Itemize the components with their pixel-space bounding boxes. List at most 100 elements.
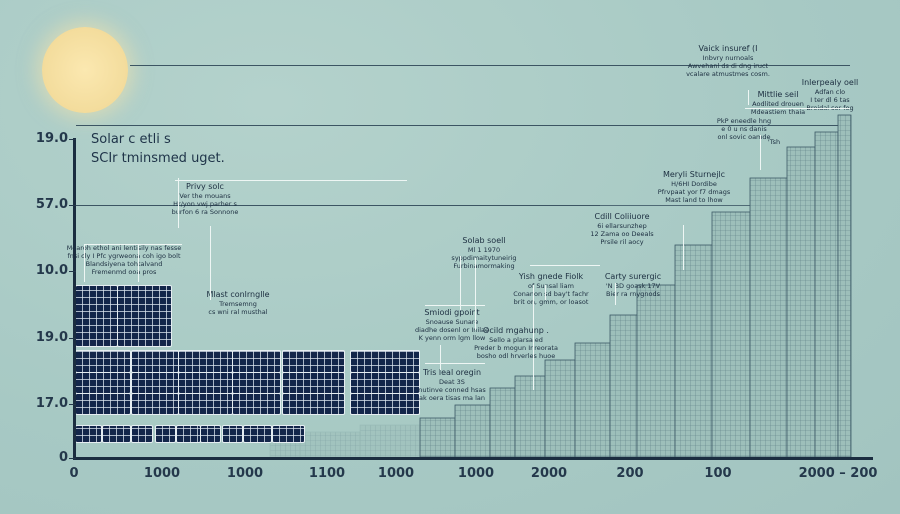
- stair-step: [489, 387, 516, 458]
- annotation-line: e 0 u ns danis: [721, 125, 767, 133]
- annotation-title: Tris leal oregin: [422, 368, 482, 377]
- solar-panel: [243, 425, 272, 443]
- x-tick-label: 2000: [530, 466, 568, 481]
- annotation-line: syppdimaitytuneirig: [451, 254, 517, 262]
- solar-panel: [232, 350, 281, 373]
- solar-panel: [155, 425, 176, 443]
- solar-panel: [282, 350, 345, 373]
- y-tick-label: 57.0: [8, 197, 76, 212]
- annotation-label: Ocild mgahunp . Sello a plarsaled Preder b…: [474, 326, 558, 360]
- stair-step: [837, 114, 852, 458]
- annotation-leader-line: [210, 226, 211, 300]
- annotation-title: Inlerpealy oell: [801, 78, 859, 87]
- annotation-title: Yish gnede Fiolk: [518, 272, 584, 281]
- annotation-label: Carty surergic 'N BD goask 17V Bier ra rny…: [605, 272, 661, 298]
- y-axis: [73, 138, 76, 460]
- x-tick-label: 100: [704, 466, 732, 481]
- annotation-line: Ml 1 1970: [467, 246, 501, 254]
- annotation-line: Mearoh ethol ani lentisily nas fesse: [66, 244, 182, 252]
- annotation-title: Ocild mgahunp .: [483, 326, 549, 335]
- annotation-leader-line: [460, 256, 461, 310]
- stair-step: [419, 417, 456, 458]
- stair-step: [636, 284, 676, 458]
- annotation-line: cs wni ral musthal: [208, 308, 268, 316]
- annotation-leader-line: [545, 285, 546, 300]
- annotation-line: Adfan clo: [814, 88, 846, 96]
- annotation-line: of Sunsal liam: [528, 282, 574, 290]
- annotation-leader-line: [760, 135, 761, 170]
- annotation-line: Prsile ril aocy: [600, 238, 644, 246]
- annotation-title: Smiodi gpoint: [424, 308, 480, 317]
- y-tick-label: 17.0: [8, 396, 76, 411]
- annotation-line: brit on, gmm, or loasot: [513, 298, 589, 306]
- annotation-title: Cdill Coliiuore: [594, 212, 650, 221]
- annotation-label: Meryli Sturnejlc H/6HI Dordibe Pfrvpaat yo…: [658, 170, 730, 204]
- annotation-line: Inbvry nurnoals: [702, 54, 754, 62]
- solar-panel: [131, 393, 179, 415]
- annotation-leader-line: [425, 305, 485, 306]
- annotation-leader-line: [84, 244, 85, 282]
- x-tick-label: 1000: [143, 466, 181, 481]
- annotation-label: Privy solc Ver the mouans Hr/yon vwj parhe…: [172, 182, 239, 216]
- annotation-leader-line: [475, 258, 476, 330]
- solar-panel: [200, 425, 221, 443]
- annotation-line: Hr/yon vwj parher s: [173, 200, 237, 208]
- solar-panel: [75, 372, 131, 394]
- solar-panel: [178, 350, 233, 373]
- solar-panel: [75, 285, 118, 347]
- annotation-leader-line: [533, 285, 534, 390]
- annotation-line: Sello a plarsaled: [489, 336, 543, 344]
- stair-step: [609, 314, 638, 458]
- solar-panel: [102, 425, 131, 443]
- stair-step: [544, 359, 576, 458]
- annotation-leader-line: [178, 178, 179, 228]
- stair-step: [574, 342, 611, 458]
- annotation-label: PkP eneedle hng e 0 u ns danis onl sovic o…: [717, 117, 771, 141]
- x-tick-label: 1100: [308, 466, 346, 481]
- annotation-leader-line: [440, 345, 441, 370]
- annotation-line: 12 Zama oo Deeals: [590, 230, 654, 238]
- annotation-line: Conanon sd bay't fachr: [513, 290, 589, 298]
- x-tick-label: 2000 – 200: [798, 466, 878, 481]
- annotation-leader-line: [683, 225, 684, 270]
- annotation-label: Inlerpealy oell Adfan clo I ter dl 6 tas Br…: [802, 78, 859, 112]
- annotation-leader-line: [138, 244, 139, 282]
- stair-step: [814, 131, 839, 458]
- annotation-label: 'Tsh: [768, 138, 780, 146]
- reference-line: [130, 65, 850, 66]
- solar-panel: [232, 372, 281, 394]
- annotation-label: Yish gnede Fiolk of Sunsal liam Conanon sd…: [513, 272, 588, 306]
- solar-panel: [272, 425, 305, 443]
- annotation-line: Fremenmd ooa pros: [91, 268, 157, 276]
- annotation-line: bosho odl hrverles huoe: [476, 352, 556, 360]
- annotation-line: Deat 3S: [439, 378, 465, 386]
- annotation-line: PkP eneedle hng: [716, 117, 772, 125]
- chart-title-line-2: SCIr tminsmed uget.: [91, 151, 225, 166]
- annotation-leader-line: [425, 363, 485, 364]
- y-tick-label: 10.0: [8, 263, 76, 278]
- annotation-line: fnsi cly I Pfc ygrweona coh igo bolt: [67, 252, 181, 260]
- solar-panel: [131, 372, 179, 394]
- annotation-line: Mast land to lhow: [665, 196, 723, 204]
- stair-step: [454, 404, 491, 458]
- annotation-line: diadhe dosenl or Inilae: [414, 326, 490, 334]
- annotation-line: Bier ra rnygnods: [606, 290, 660, 298]
- stair-step: [359, 424, 421, 458]
- annotation-line: 6i ellarsunzhep: [597, 222, 647, 230]
- stair-step: [786, 146, 816, 458]
- x-tick-label: 200: [616, 466, 644, 481]
- annotation-line: Furbinamormaking: [453, 262, 515, 270]
- annotation-line: nutinve conned hsas: [418, 386, 486, 394]
- annotation-title: Carty surergic: [604, 272, 662, 281]
- annotation-line: Pfrvpaat yor f7 dmags: [657, 188, 731, 196]
- y-tick-label: 19.0: [8, 131, 76, 146]
- annotation-line: Preder b mogun Inreorata: [474, 344, 558, 352]
- annotation-line: burfon 6 ra Sonnone: [171, 208, 239, 216]
- annotation-label: Mittlie seil Aodlited drouen Mdeastiem tha…: [751, 90, 805, 116]
- stair-step: [749, 177, 788, 458]
- annotation-line: I ter dl 6 tas: [810, 96, 850, 104]
- reference-line: [76, 125, 851, 126]
- solar-panel: [222, 425, 243, 443]
